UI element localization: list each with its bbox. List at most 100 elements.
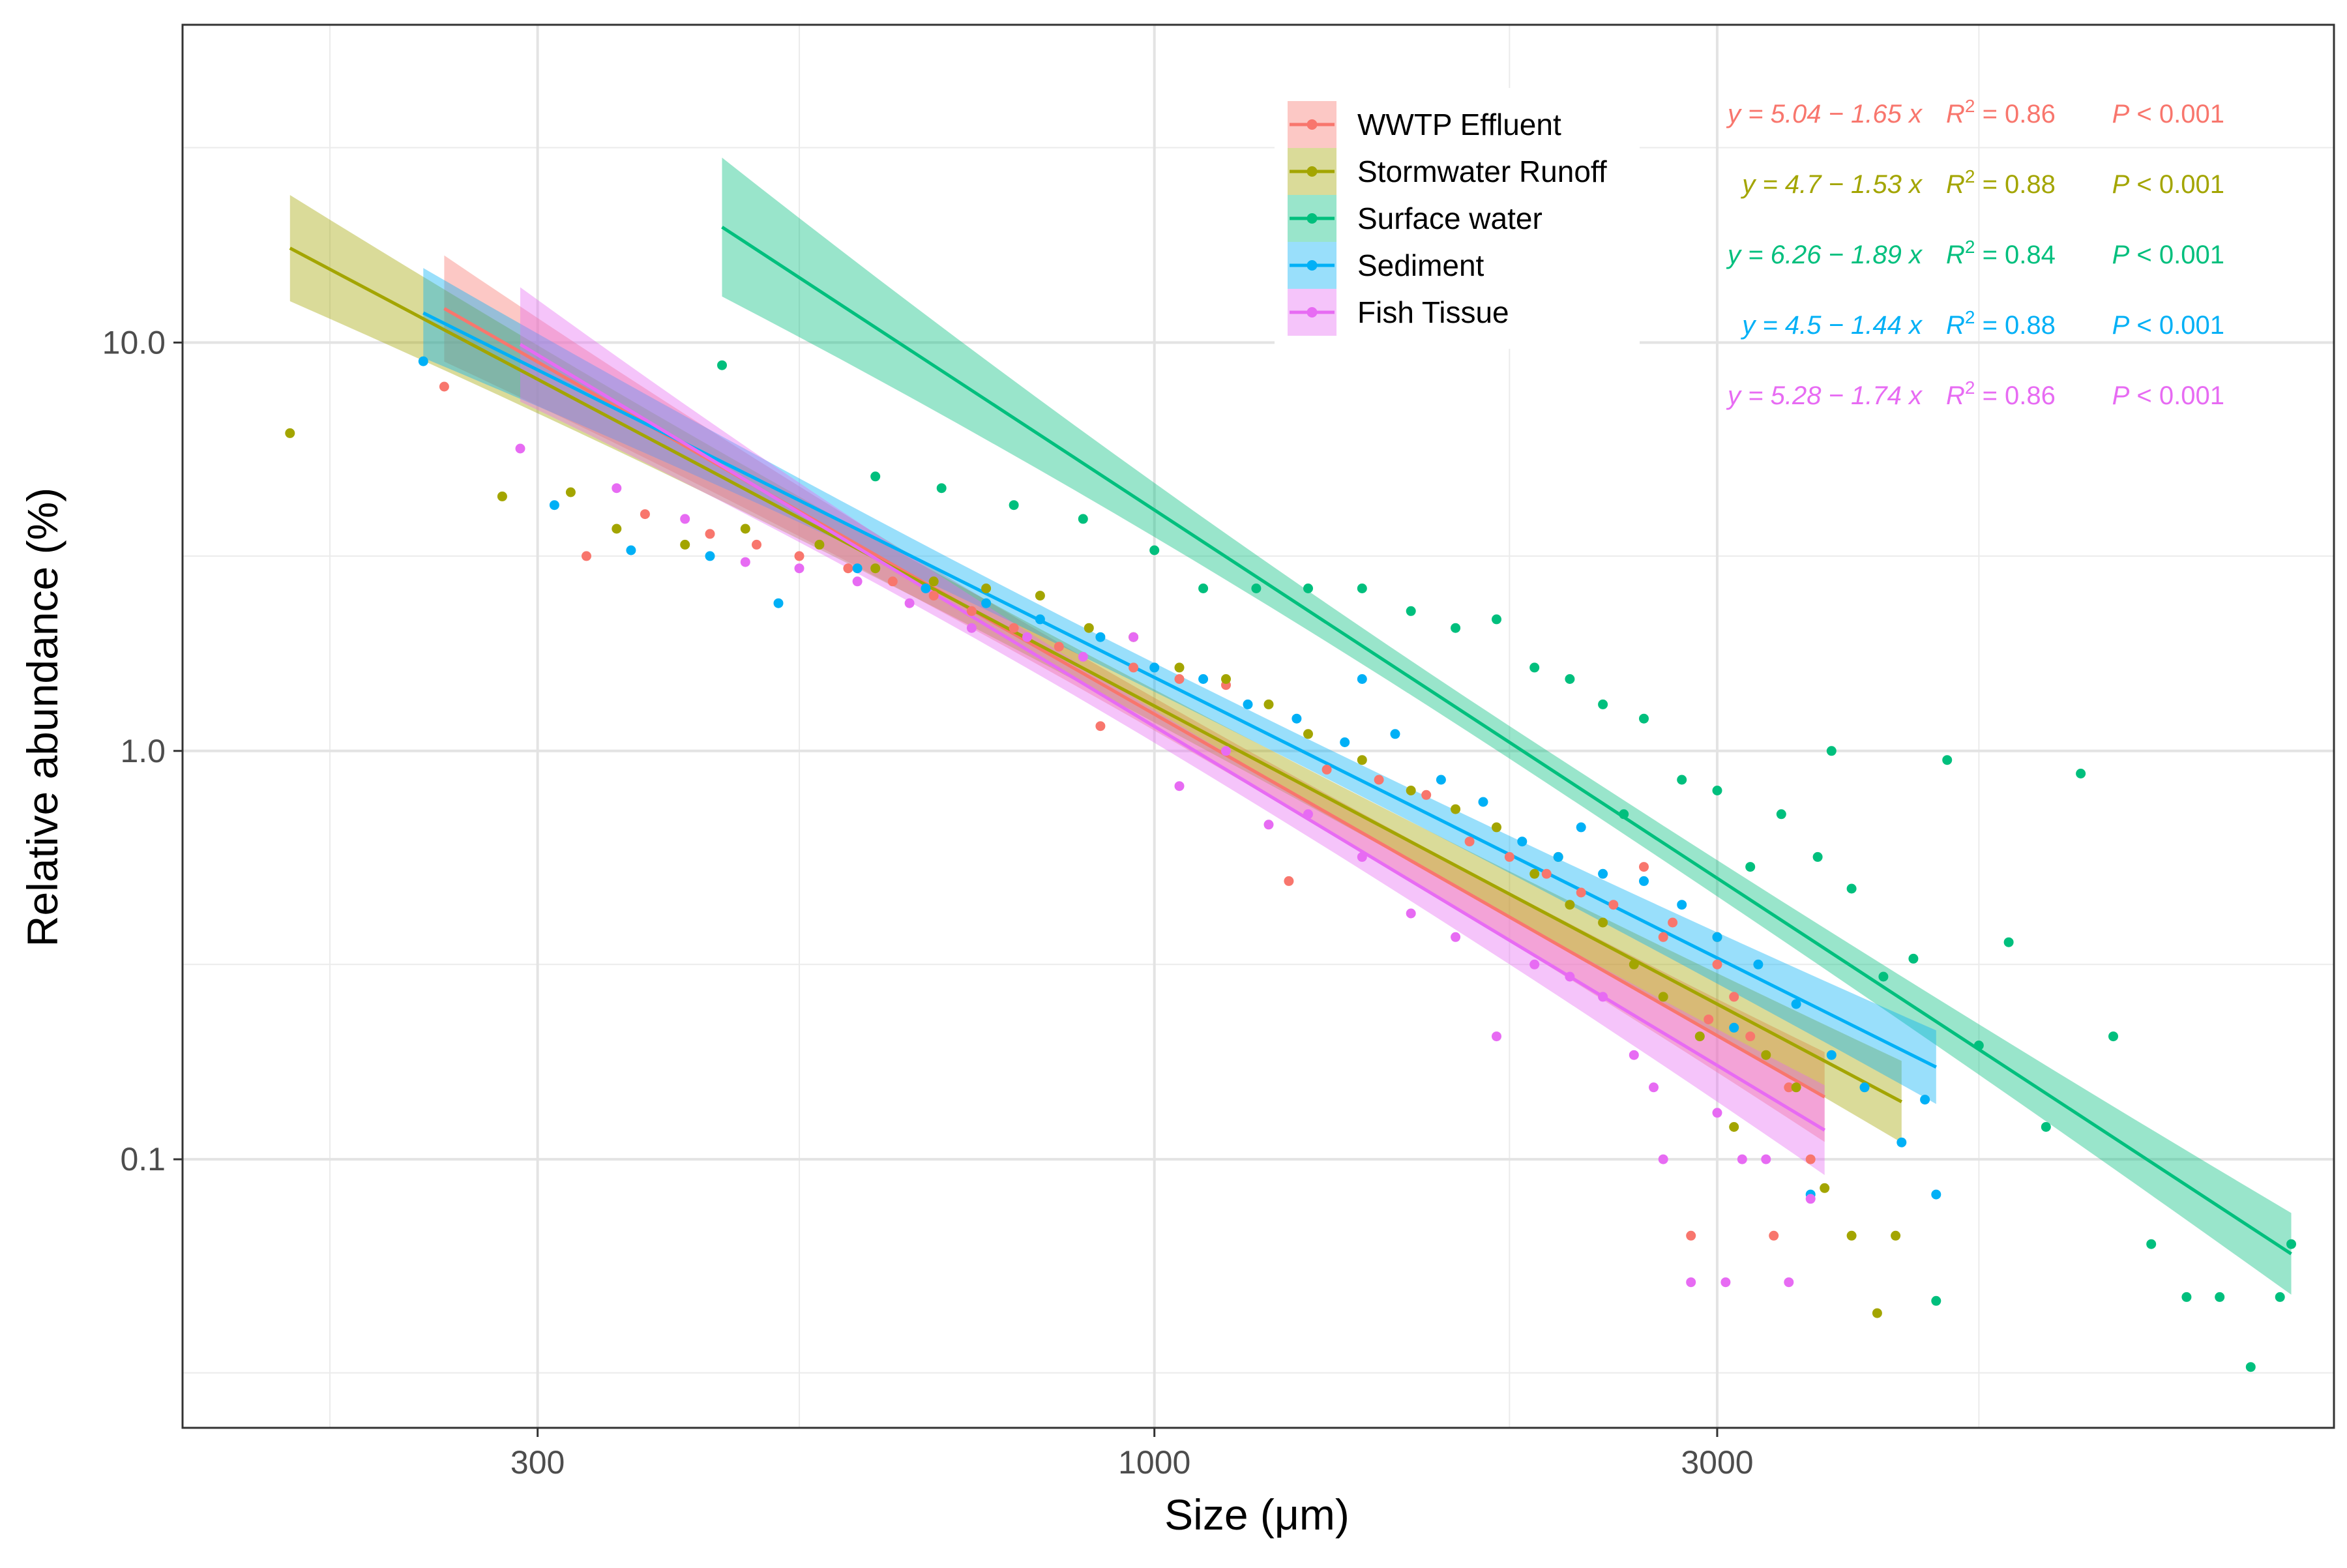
- stormwater-runoff-data-point: [285, 428, 295, 438]
- wwtp-effluent-data-point: [1174, 674, 1185, 684]
- stormwater-runoff-data-point: [981, 584, 992, 593]
- surface-water-data-point: [1745, 862, 1756, 872]
- fish-tissue-data-point: [1598, 992, 1608, 1002]
- surface-water-data-point: [1078, 514, 1088, 524]
- fish-tissue-data-point: [1761, 1154, 1771, 1164]
- fish-tissue-data-point: [1712, 1108, 1722, 1118]
- stormwater-runoff-data-point: [928, 576, 939, 587]
- stormwater-runoff-data-point: [612, 524, 622, 534]
- r-squared-text: R2 = 0.88: [1946, 307, 2056, 340]
- wwtp-effluent-confidence-band: [444, 255, 1825, 1142]
- surface-water-data-point: [2003, 937, 2014, 947]
- wwtp-effluent-data-point: [928, 591, 939, 601]
- sediment-data-point: [1920, 1095, 1930, 1105]
- y-tick-label: 10.0: [102, 324, 166, 361]
- x-tick-label: 300: [510, 1444, 565, 1481]
- r-squared-text: R2 = 0.86: [1946, 96, 2056, 128]
- stormwater-runoff-data-point: [1761, 1050, 1771, 1060]
- sediment-data-point: [1095, 632, 1106, 642]
- surface-water-data-point: [1931, 1295, 1941, 1306]
- surface-water-regression-line: [721, 226, 2292, 1256]
- sediment-data-point: [1576, 822, 1586, 833]
- stormwater-runoff-data-point: [1598, 917, 1608, 928]
- wwtp-effluent-data-point: [1321, 764, 1332, 775]
- sediment-data-point: [1340, 737, 1350, 747]
- wwtp-effluent-data-point: [1668, 917, 1678, 928]
- surface-water-data-point: [1812, 851, 1823, 862]
- sediment-data-point: [705, 551, 715, 561]
- sediment-data-point: [1292, 713, 1302, 724]
- sediment-data-point: [418, 356, 428, 366]
- fish-tissue-data-point: [1658, 1154, 1668, 1164]
- surface-water-data-point: [1529, 662, 1540, 673]
- sediment-data-point: [1639, 876, 1649, 886]
- y-axis-title: Relative abundance (%): [18, 488, 66, 947]
- fish-tissue-data-point: [1406, 908, 1416, 919]
- surface-water-data-point: [1198, 584, 1209, 593]
- legend-item-stormwater-runoff: Stormwater Runoff: [1288, 148, 1607, 195]
- wwtp-effluent-data-point: [1504, 851, 1514, 862]
- stormwater-runoff-data-point: [565, 487, 576, 497]
- stormwater-runoff-equation: y = 4.7 − 1.53 x R2 = 0.88 P < 0.001: [1740, 166, 2224, 199]
- stormwater-runoff-confidence-band: [289, 195, 1902, 1143]
- surface-water-data-point: [1677, 775, 1687, 785]
- surface-water-data-point: [1492, 614, 1501, 625]
- sediment-data-point: [549, 500, 559, 510]
- sediment-data-point: [1035, 614, 1045, 625]
- y-tick-label: 0.1: [120, 1141, 166, 1177]
- stormwater-runoff-data-point: [1357, 755, 1367, 765]
- sediment-data-point: [1149, 662, 1160, 673]
- surface-water-data-point: [2041, 1122, 2051, 1132]
- wwtp-effluent-data-point: [1608, 900, 1619, 910]
- legend-key-point: [1306, 119, 1318, 130]
- legend-label: Fish Tissue: [1357, 295, 1509, 329]
- wwtp-effluent-data-point: [1639, 862, 1649, 872]
- stormwater-runoff-data-point: [1492, 822, 1501, 833]
- stormwater-runoff-data-point: [1891, 1230, 1901, 1241]
- wwtp-effluent-data-point: [1784, 1082, 1794, 1093]
- legend-item-fish-tissue: Fish Tissue: [1288, 289, 1509, 336]
- x-tick-label: 3000: [1681, 1444, 1753, 1481]
- fish-tissue-data-point: [794, 563, 804, 574]
- wwtp-effluent-data-point: [1704, 1014, 1714, 1025]
- sediment-data-point: [1729, 1022, 1739, 1033]
- sediment-confidence-band: [423, 268, 1936, 1104]
- y-tick-label: 1.0: [120, 733, 166, 769]
- wwtp-effluent-data-point: [1769, 1230, 1779, 1241]
- wwtp-effluent-data-point: [1658, 932, 1668, 942]
- sediment-data-point: [1357, 674, 1367, 684]
- sediment-data-point: [1478, 797, 1488, 807]
- fish-tissue-data-point: [1022, 632, 1032, 642]
- fish-tissue-data-point: [904, 598, 915, 608]
- legend: WWTP Effluent Stormwater Runoff Surface wa…: [1275, 88, 1640, 349]
- sediment-data-point: [1243, 699, 1253, 709]
- sediment-data-point: [1598, 868, 1608, 879]
- legend-label: Surface water: [1357, 201, 1543, 235]
- stormwater-runoff-data-point: [497, 491, 507, 501]
- equation-text: y = 5.04 − 1.65 x: [1726, 100, 1923, 128]
- wwtp-effluent-data-point: [794, 551, 804, 561]
- wwtp-effluent-data-point: [1464, 836, 1475, 847]
- surface-water-data-point: [2181, 1292, 2192, 1302]
- legend-key-point: [1306, 307, 1318, 318]
- legend-background: [1275, 88, 1640, 349]
- sediment-data-point: [1198, 674, 1209, 684]
- legend-item-sediment: Sediment: [1288, 242, 1484, 289]
- sediment-data-point: [1859, 1082, 1870, 1093]
- fish-tissue-data-point: [1492, 1031, 1501, 1042]
- fish-tissue-data-point: [1221, 746, 1231, 756]
- stormwater-runoff-data-point: [1174, 662, 1185, 673]
- p-value-text: P < 0.001: [2112, 241, 2224, 269]
- legend-key-point: [1306, 213, 1318, 224]
- p-value-text: P < 0.001: [2112, 170, 2224, 199]
- legend-label: WWTP Effluent: [1357, 108, 1561, 141]
- fish-tissue-data-point: [1174, 781, 1185, 791]
- fish-tissue-data-point: [1720, 1277, 1731, 1288]
- equation-text: y = 4.7 − 1.53 x: [1740, 170, 1923, 199]
- surface-water-data-point: [1908, 953, 1919, 964]
- surface-water-data-point: [1303, 584, 1313, 593]
- fish-tissue-data-point: [1357, 851, 1367, 862]
